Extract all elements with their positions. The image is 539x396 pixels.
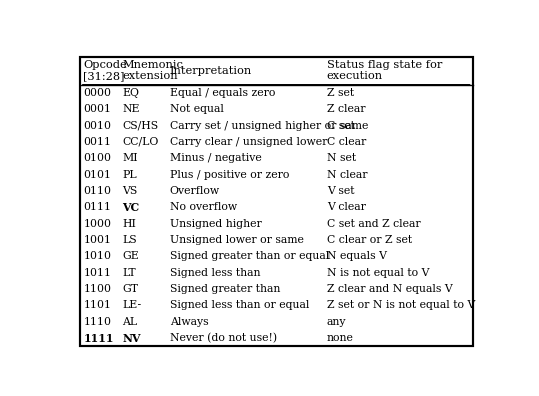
Text: Overflow: Overflow	[170, 186, 220, 196]
Text: Status flag state for
execution: Status flag state for execution	[327, 60, 442, 82]
Text: V clear: V clear	[327, 202, 365, 212]
Text: 1110: 1110	[83, 317, 111, 327]
Text: Signed greater than: Signed greater than	[170, 284, 280, 294]
Text: No overflow: No overflow	[170, 202, 237, 212]
Text: Never (do not use!): Never (do not use!)	[170, 333, 277, 343]
Text: HI: HI	[122, 219, 136, 229]
Text: MI: MI	[122, 153, 138, 163]
Text: GE: GE	[122, 251, 139, 261]
Text: 1111: 1111	[83, 333, 114, 344]
Text: Z set or N is not equal to V: Z set or N is not equal to V	[327, 301, 475, 310]
Text: 0111: 0111	[83, 202, 111, 212]
Text: LE-: LE-	[122, 301, 142, 310]
Text: CC/LO: CC/LO	[122, 137, 159, 147]
Text: 1001: 1001	[83, 235, 111, 245]
Text: 0100: 0100	[83, 153, 111, 163]
Text: Minus / negative: Minus / negative	[170, 153, 261, 163]
Text: Always: Always	[170, 317, 208, 327]
Text: CS/HS: CS/HS	[122, 121, 158, 131]
Text: 0001: 0001	[83, 104, 111, 114]
Text: C clear or Z set: C clear or Z set	[327, 235, 412, 245]
Text: N is not equal to V: N is not equal to V	[327, 268, 429, 278]
Text: Mnemonic
extension: Mnemonic extension	[122, 60, 183, 82]
Text: Z clear and N equals V: Z clear and N equals V	[327, 284, 452, 294]
Text: Carry clear / unsigned lower: Carry clear / unsigned lower	[170, 137, 327, 147]
Text: C clear: C clear	[327, 137, 366, 147]
Text: LS: LS	[122, 235, 137, 245]
Text: C set and Z clear: C set and Z clear	[327, 219, 420, 229]
Text: N clear: N clear	[327, 169, 367, 180]
Text: 0010: 0010	[83, 121, 111, 131]
Text: 1101: 1101	[83, 301, 111, 310]
Text: 1011: 1011	[83, 268, 111, 278]
Text: 1010: 1010	[83, 251, 111, 261]
Text: N set: N set	[327, 153, 356, 163]
Text: PL: PL	[122, 169, 137, 180]
Text: Plus / positive or zero: Plus / positive or zero	[170, 169, 289, 180]
Text: any: any	[327, 317, 346, 327]
Text: AL: AL	[122, 317, 137, 327]
Text: C set: C set	[327, 121, 355, 131]
Text: NE: NE	[122, 104, 140, 114]
Text: Equal / equals zero: Equal / equals zero	[170, 88, 275, 98]
Text: Signed less than: Signed less than	[170, 268, 260, 278]
Text: LT: LT	[122, 268, 136, 278]
Text: NV: NV	[122, 333, 141, 344]
Text: 0011: 0011	[83, 137, 111, 147]
Text: 0101: 0101	[83, 169, 111, 180]
Text: Interpretation: Interpretation	[170, 66, 252, 76]
Text: VC: VC	[122, 202, 140, 213]
Text: EQ: EQ	[122, 88, 140, 98]
Text: Unsigned higher: Unsigned higher	[170, 219, 261, 229]
Text: 0000: 0000	[83, 88, 111, 98]
Text: Z set: Z set	[327, 88, 354, 98]
Text: Unsigned lower or same: Unsigned lower or same	[170, 235, 303, 245]
Text: Signed greater than or equal: Signed greater than or equal	[170, 251, 329, 261]
Text: 1100: 1100	[83, 284, 111, 294]
Text: GT: GT	[122, 284, 139, 294]
Text: 0110: 0110	[83, 186, 111, 196]
Text: Z clear: Z clear	[327, 104, 365, 114]
Text: VS: VS	[122, 186, 138, 196]
Text: N equals V: N equals V	[327, 251, 386, 261]
Text: 1000: 1000	[83, 219, 111, 229]
Text: Opcode
[31:28]: Opcode [31:28]	[83, 60, 127, 82]
Text: Not equal: Not equal	[170, 104, 224, 114]
Text: Signed less than or equal: Signed less than or equal	[170, 301, 309, 310]
Text: Carry set / unsigned higher or same: Carry set / unsigned higher or same	[170, 121, 368, 131]
Text: V set: V set	[327, 186, 354, 196]
Text: none: none	[327, 333, 354, 343]
